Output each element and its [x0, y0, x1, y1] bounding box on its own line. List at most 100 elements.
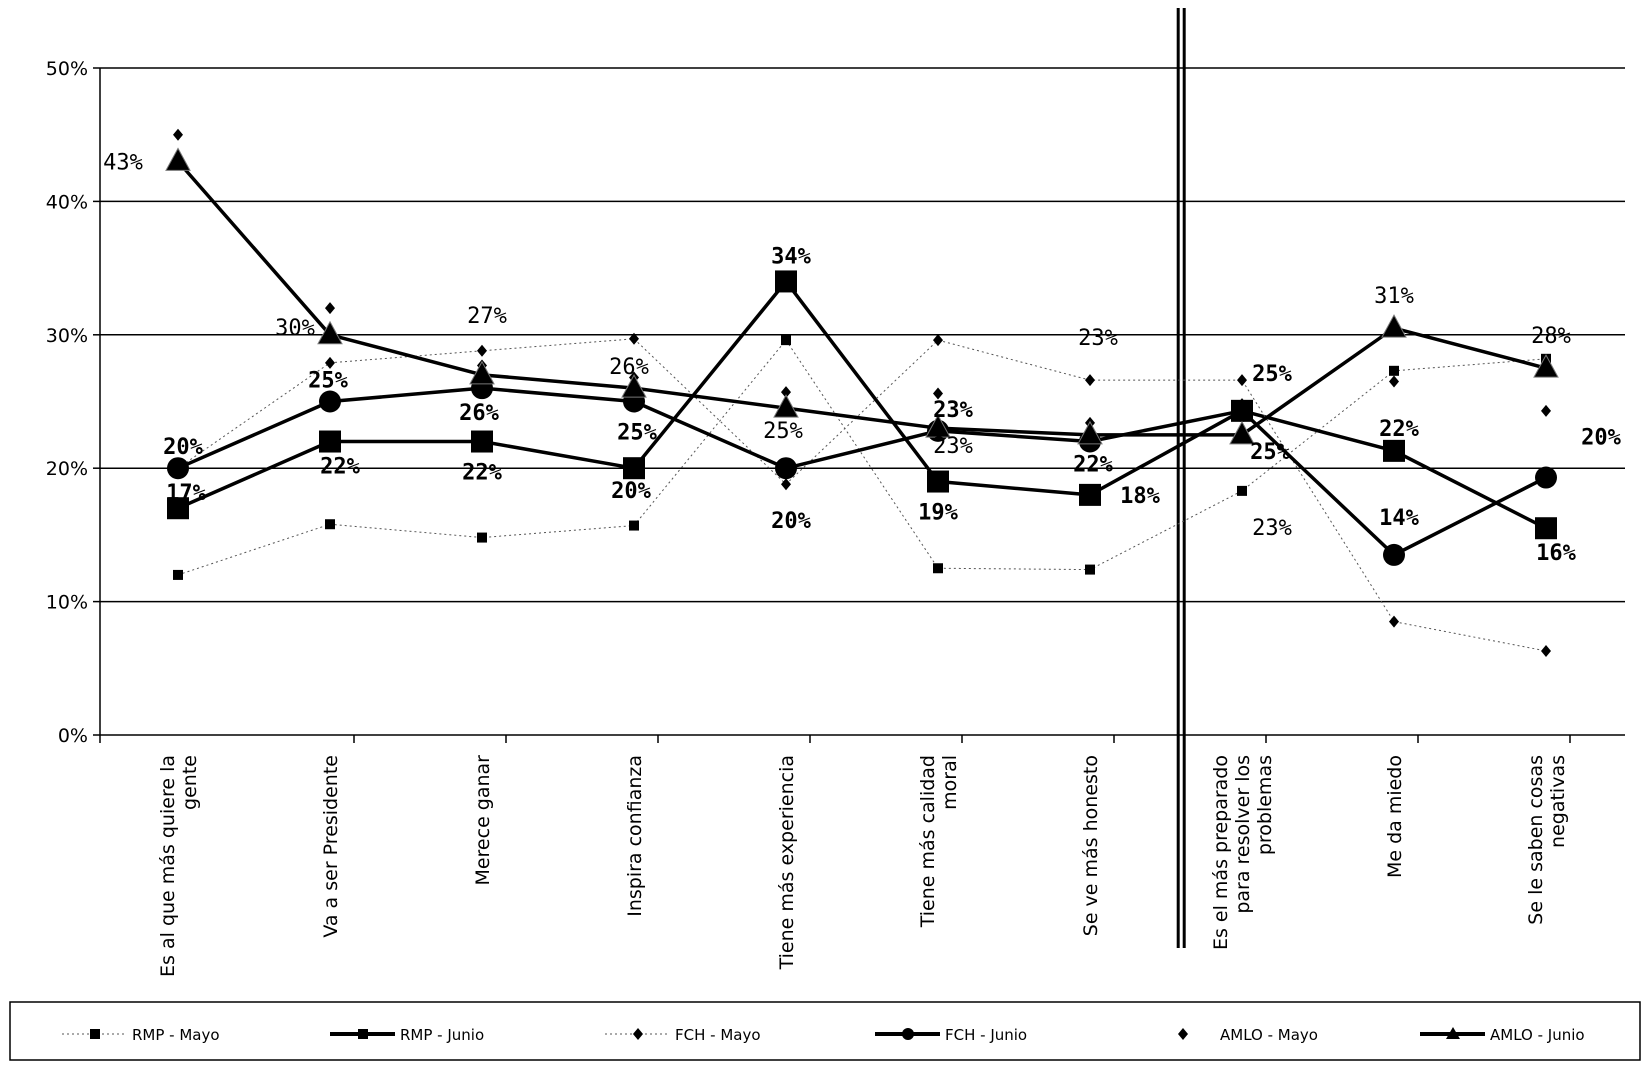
- legend-marker: [1178, 1028, 1188, 1040]
- data-label: 25%: [1250, 440, 1290, 465]
- data-label: 28%: [1531, 324, 1571, 349]
- data-point: [317, 320, 343, 345]
- data-point: [1535, 517, 1557, 540]
- data-label: 34%: [771, 244, 811, 269]
- data-label: 25%: [1252, 362, 1292, 387]
- data-point: [167, 457, 189, 480]
- legend: RMP - Mayo RMP - Junio FCH - Mayo FCH - Jun…: [9, 1001, 1641, 1061]
- category-label: Va a ser Presidente: [320, 755, 342, 938]
- category-labels: Es al que más quiere la gente Va a ser Pre…: [157, 755, 1569, 977]
- data-point: [927, 470, 949, 493]
- data-point: [1541, 644, 1551, 657]
- category-label: Se ve más honesto: [1080, 755, 1102, 936]
- category-label: moral: [939, 755, 961, 810]
- data-labels: 43% 20% 17% 30% 25% 22% 27% 26% 22% 26% 25% 20% 34% 2…: [103, 150, 1621, 566]
- series-line: [176, 160, 1547, 437]
- category-label: Tiene más experiencia: [776, 755, 798, 970]
- series-line: [177, 339, 1547, 576]
- series-amlo-junio: [165, 147, 1559, 445]
- data-point: [1079, 483, 1101, 506]
- data-point: [1085, 374, 1095, 387]
- series-lines: [165, 128, 1559, 657]
- data-label: 23%: [1252, 516, 1292, 541]
- y-tick-label: 10%: [46, 592, 88, 614]
- data-point: [325, 302, 335, 315]
- category-label: Me da miedo: [1384, 755, 1406, 878]
- data-point: [775, 457, 797, 480]
- data-label: 25%: [617, 421, 657, 446]
- data-point: [775, 270, 797, 293]
- data-label: 22%: [1379, 417, 1419, 442]
- data-label: 31%: [1374, 284, 1414, 309]
- data-label: 19%: [918, 501, 958, 526]
- data-label: 17%: [166, 481, 206, 506]
- data-point: [167, 497, 189, 520]
- data-point: [1381, 314, 1407, 338]
- data-label: 23%: [1078, 326, 1118, 351]
- data-point: [1389, 375, 1399, 388]
- data-point: [165, 147, 191, 171]
- data-point: [1077, 420, 1103, 445]
- legend-label: FCH - Junio: [945, 1026, 1027, 1044]
- data-point: [1229, 420, 1255, 445]
- category-label: Es al que más quiere la: [157, 755, 179, 977]
- legend-box: [9, 1001, 1641, 1061]
- y-tick-label: 40%: [46, 191, 88, 213]
- series-fch-junio: [167, 377, 1557, 566]
- data-label: 23%: [933, 398, 973, 423]
- data-point: [319, 430, 341, 453]
- category-label: Se le saben cosas: [1525, 755, 1547, 925]
- series-line: [177, 386, 1547, 557]
- legend-label: RMP - Junio: [400, 1026, 484, 1044]
- data-label: 22%: [320, 455, 360, 480]
- data-point: [471, 430, 493, 453]
- data-point: [621, 374, 647, 398]
- legend-marker: [633, 1028, 643, 1040]
- data-point: [1535, 466, 1557, 489]
- data-point: [629, 520, 639, 531]
- data-label: 18%: [1120, 484, 1160, 509]
- legend-item: RMP - Mayo: [62, 1026, 220, 1044]
- data-point: [925, 414, 951, 438]
- legend-item: FCH - Junio: [875, 1026, 1027, 1044]
- data-point: [933, 334, 943, 347]
- axes: [93, 8, 1625, 948]
- data-point: [629, 332, 639, 345]
- data-point: [1231, 399, 1253, 422]
- data-point: [1237, 398, 1247, 411]
- legend-marker: [1446, 1027, 1460, 1039]
- y-tick-labels: 0% 10% 20% 30% 40% 50%: [46, 58, 88, 747]
- legend-item: AMLO - Junio: [1420, 1026, 1585, 1044]
- data-label: 20%: [163, 435, 203, 460]
- data-label: 22%: [1073, 453, 1113, 478]
- data-point: [933, 387, 943, 400]
- data-label: 25%: [763, 419, 803, 444]
- data-point: [1383, 543, 1405, 566]
- y-tick-label: 20%: [46, 458, 88, 480]
- data-point: [319, 390, 341, 413]
- data-point: [1389, 615, 1399, 628]
- data-label: 14%: [1379, 506, 1419, 531]
- data-point: [781, 386, 791, 399]
- data-label: 16%: [1536, 541, 1576, 566]
- data-label: 43%: [103, 150, 143, 175]
- y-tick-label: 50%: [46, 58, 88, 80]
- data-point: [477, 532, 487, 543]
- category-label: para resolver los: [1232, 755, 1254, 914]
- data-label: 20%: [1581, 426, 1621, 451]
- data-point: [477, 344, 487, 357]
- data-point: [781, 478, 791, 491]
- data-point: [623, 457, 645, 480]
- data-point: [173, 128, 183, 141]
- legend-label: RMP - Mayo: [132, 1026, 220, 1044]
- legend-item: FCH - Mayo: [605, 1026, 761, 1044]
- legend-marker: [902, 1028, 914, 1040]
- category-label: problemas: [1254, 755, 1276, 855]
- data-label: 26%: [609, 355, 649, 380]
- data-label: 25%: [308, 369, 348, 394]
- data-label: 26%: [459, 401, 499, 426]
- series-line: [177, 338, 1547, 652]
- data-point: [1085, 564, 1095, 575]
- legend-item: RMP - Junio: [330, 1026, 484, 1044]
